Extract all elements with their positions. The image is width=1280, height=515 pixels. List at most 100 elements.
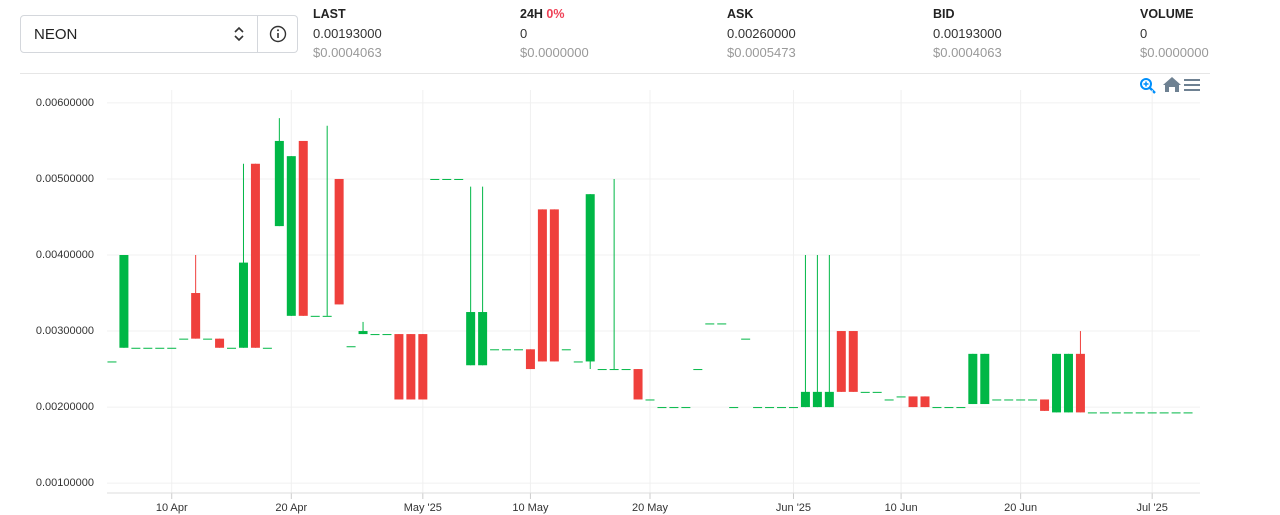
candle-body bbox=[717, 323, 727, 325]
stat-usd: $0.0000000 bbox=[1140, 45, 1209, 60]
candle-body bbox=[777, 407, 787, 409]
candle-body bbox=[502, 349, 512, 351]
divider bbox=[20, 73, 1210, 74]
candle-body bbox=[274, 140, 284, 227]
token-select[interactable]: NEON bbox=[20, 15, 258, 53]
candle-body bbox=[525, 349, 535, 370]
candle-body bbox=[992, 399, 1002, 401]
candle-body bbox=[250, 163, 260, 348]
stat-label: ASK bbox=[727, 7, 754, 21]
stat-label: LAST bbox=[313, 7, 346, 21]
candle-body bbox=[860, 391, 870, 393]
stat-usd: $0.0004063 bbox=[933, 45, 1002, 60]
candle-body bbox=[645, 399, 655, 401]
stat-label: 24H bbox=[520, 7, 543, 21]
candle-body bbox=[1063, 353, 1073, 413]
stat-label: BID bbox=[933, 7, 955, 21]
candle-body bbox=[836, 331, 846, 392]
y-tick-label: 0.00500000 bbox=[36, 173, 94, 185]
candle-body bbox=[669, 407, 679, 409]
candle-body bbox=[537, 209, 547, 362]
x-tick-label: 10 Jun bbox=[885, 502, 918, 514]
candle-body bbox=[1004, 399, 1014, 401]
candle-body bbox=[1075, 353, 1085, 413]
candle-body bbox=[298, 140, 308, 316]
stat-value: 0 bbox=[520, 26, 528, 41]
x-tick-label: Jul '25 bbox=[1136, 502, 1167, 514]
x-tick-label: Jun '25 bbox=[776, 502, 811, 514]
candle-body bbox=[621, 369, 631, 371]
candle-body bbox=[609, 369, 619, 371]
candle-body bbox=[741, 338, 751, 340]
stat-ask: ASK 0.00260000 $0.0005473 bbox=[727, 7, 796, 60]
candle-body bbox=[466, 312, 476, 366]
candle-body bbox=[573, 361, 583, 363]
candle-body bbox=[418, 334, 428, 400]
stat-label: VOLUME bbox=[1140, 7, 1194, 21]
candle-body bbox=[753, 407, 763, 409]
candle-body bbox=[561, 349, 571, 351]
stat-volume: VOLUME 0 $0.0000000 bbox=[1140, 7, 1209, 60]
info-button[interactable] bbox=[258, 15, 298, 53]
candle-body bbox=[358, 331, 368, 335]
token-name: NEON bbox=[34, 26, 78, 43]
candle-body bbox=[346, 346, 356, 348]
candle-body bbox=[1183, 412, 1193, 414]
candle-body bbox=[681, 407, 691, 409]
candle-body bbox=[107, 361, 117, 363]
candle-body bbox=[1147, 412, 1157, 414]
candle-body bbox=[513, 349, 523, 351]
candle-body bbox=[932, 407, 942, 409]
y-tick-label: 0.00100000 bbox=[36, 477, 94, 489]
candle-body bbox=[1016, 399, 1026, 401]
home-button[interactable] bbox=[1163, 77, 1181, 92]
candle-body bbox=[490, 349, 500, 351]
candle-body bbox=[203, 338, 213, 340]
stat-value: 0.00260000 bbox=[727, 26, 796, 41]
candle-body bbox=[633, 369, 643, 400]
stat-24h: 24H 0% 0 $0.0000000 bbox=[520, 7, 589, 60]
candle-body bbox=[167, 347, 177, 349]
candle-body bbox=[310, 315, 320, 317]
x-tick-label: 20 Apr bbox=[275, 502, 307, 514]
stat-last: LAST 0.00193000 $0.0004063 bbox=[313, 7, 382, 60]
candle-body bbox=[442, 178, 452, 180]
candle-body bbox=[143, 347, 153, 349]
stat-value: 0.00193000 bbox=[933, 26, 1002, 41]
candle-body bbox=[1171, 412, 1181, 414]
candle-body bbox=[322, 315, 332, 317]
y-tick-label: 0.00400000 bbox=[36, 249, 94, 261]
candle-body bbox=[765, 407, 775, 409]
x-tick-label: 20 May bbox=[632, 502, 669, 514]
menu-button[interactable] bbox=[1184, 79, 1200, 91]
chart: 0.00100000 0.00200000 0.00300000 0.00400000… bbox=[36, 77, 1200, 514]
candle-body bbox=[478, 312, 488, 366]
select-arrows bbox=[234, 26, 244, 42]
candle-body bbox=[800, 391, 810, 408]
candle-body bbox=[406, 334, 416, 400]
candle-body bbox=[227, 347, 237, 349]
candle-body bbox=[382, 334, 392, 336]
stat-value: 0 bbox=[1140, 26, 1148, 41]
candle-body bbox=[430, 178, 440, 180]
zoom-button[interactable] bbox=[1140, 78, 1156, 94]
candle-body bbox=[1099, 412, 1109, 414]
y-tick-label: 0.00600000 bbox=[36, 97, 94, 109]
candle-body bbox=[657, 407, 667, 409]
candle-body bbox=[238, 262, 248, 348]
candle-body bbox=[549, 209, 559, 362]
stat-label-row: 24H 0% bbox=[520, 7, 589, 26]
x-tick-label: 10 Apr bbox=[156, 502, 188, 514]
candle-body bbox=[370, 334, 380, 336]
candle-body bbox=[1040, 399, 1050, 411]
info-icon bbox=[269, 25, 287, 43]
candle-body bbox=[1135, 412, 1145, 414]
candle-body bbox=[179, 338, 189, 340]
candle-body bbox=[944, 407, 954, 409]
candle-body bbox=[1087, 412, 1097, 414]
candle-body bbox=[1123, 412, 1133, 414]
x-tick-label: May '25 bbox=[404, 502, 442, 514]
stat-usd: $0.0004063 bbox=[313, 45, 382, 60]
candle-body bbox=[824, 391, 834, 408]
